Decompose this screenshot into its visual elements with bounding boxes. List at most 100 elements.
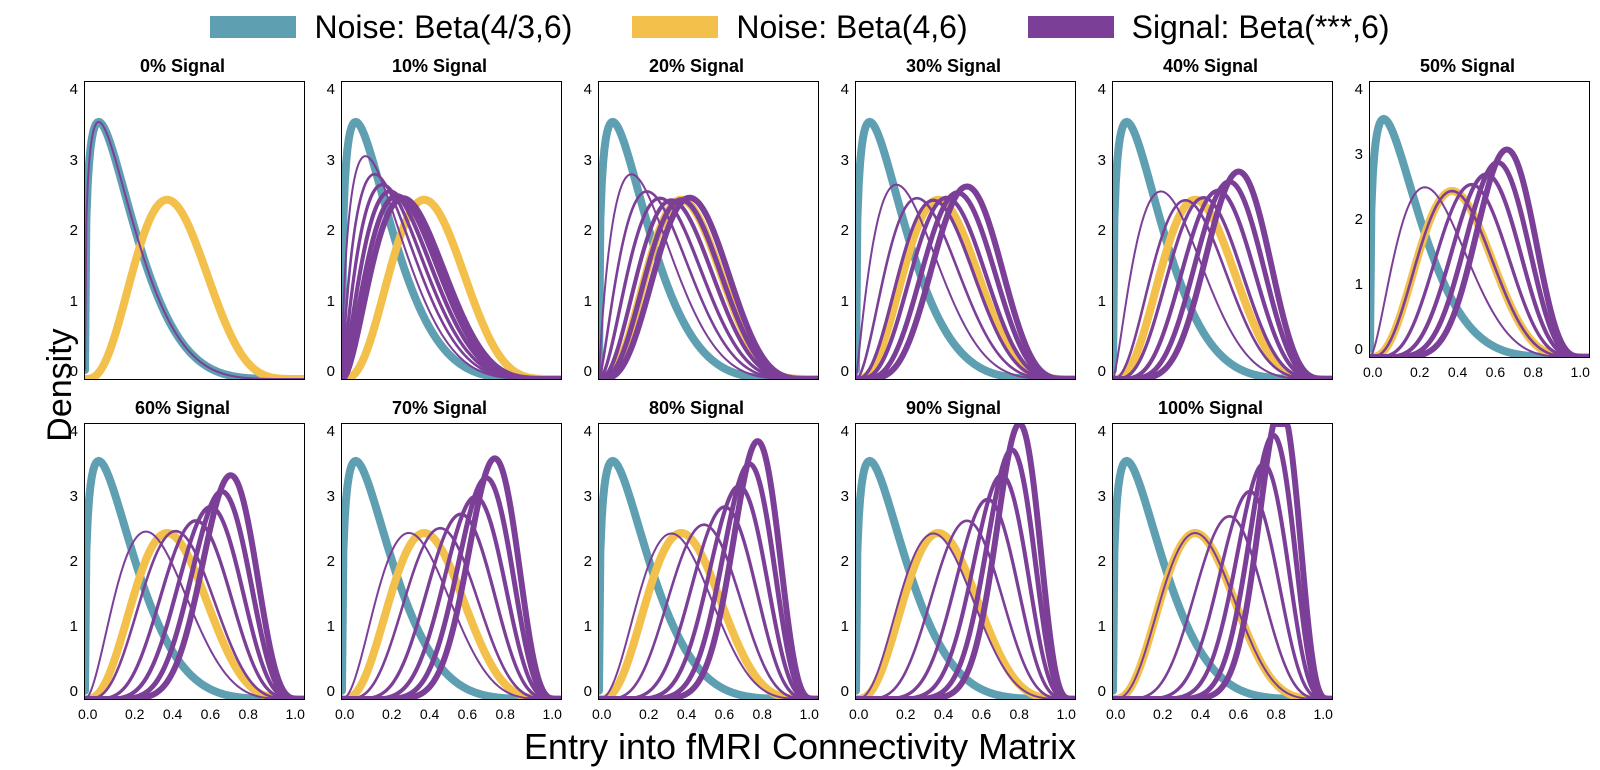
y-tick-label: 1: [317, 618, 335, 635]
plot-wrap: 43210: [1088, 423, 1333, 700]
x-tick-label: 0.0: [1363, 364, 1401, 380]
plot-box: [84, 423, 305, 700]
panel-title: 90% Signal: [831, 398, 1076, 419]
x-tick-label: 0.8: [229, 706, 267, 722]
x-tick-label: 0.8: [1514, 364, 1552, 380]
panel-5: 50% Signal432100.00.20.40.60.81.0: [1345, 56, 1590, 380]
legend-swatch-signal: [1028, 16, 1114, 38]
y-tick-labels: 43210: [1088, 81, 1112, 380]
y-tick-label: 3: [831, 488, 849, 505]
panel-0: 0% Signal432100.00.20.40.60.81.0: [60, 56, 305, 380]
legend-label-signal: Signal: Beta(***,6): [1132, 9, 1390, 46]
plot-wrap: 43210: [317, 81, 562, 380]
panel-title: 0% Signal: [60, 56, 305, 77]
x-tick-labels: 0.00.20.40.60.81.0: [317, 706, 562, 722]
x-tick-label: 0.2: [887, 706, 925, 722]
legend-swatch-noise-low: [210, 16, 296, 38]
y-tick-label: 2: [60, 222, 78, 239]
y-tick-label: 0: [60, 363, 78, 380]
plot-svg: [599, 82, 818, 379]
plot-box: [341, 423, 562, 700]
plot-wrap: 4 3 2 1 0: [831, 423, 1076, 700]
panel-grid: 0% Signal432100.00.20.40.60.81.010% Sign…: [60, 56, 1590, 722]
x-tick-label: 0.8: [1000, 706, 1038, 722]
y-tick-label: 1: [831, 618, 849, 635]
x-tick-label: 0.6: [1476, 364, 1514, 380]
y-tick-labels: 43210: [317, 423, 341, 700]
y-tick-label: 3: [1345, 146, 1363, 163]
x-tick-label: 0.0: [78, 706, 116, 722]
plot-wrap: 43210: [1088, 81, 1333, 380]
x-tick-label: 0.4: [925, 706, 963, 722]
y-tick-label: 1: [574, 293, 592, 310]
y-tick-label: 2: [60, 553, 78, 570]
panel-title: 60% Signal: [60, 398, 305, 419]
y-tick-labels: 43210: [317, 81, 341, 380]
y-tick-label: 0: [831, 683, 849, 700]
y-tick-label: 4: [574, 423, 592, 440]
x-tick-label: 0.8: [486, 706, 524, 722]
y-tick-label: 3: [1088, 152, 1106, 169]
x-tick-labels: 0.00.20.40.60.81.0: [60, 706, 305, 722]
panel-7: 70% Signal432100.00.20.40.60.81.0: [317, 398, 562, 722]
plot-box: [1369, 81, 1590, 358]
panel-10: 100% Signal 43210 0.00.20.40.60.81.0: [1088, 398, 1333, 722]
x-tick-labels: 0.00.20.40.60.81.0: [831, 706, 1076, 722]
x-tick-label: 0.0: [1106, 706, 1144, 722]
x-tick-label: 0.6: [1219, 706, 1257, 722]
y-tick-labels: 43210: [1345, 81, 1369, 358]
x-tick-label: 1.0: [267, 706, 305, 722]
panel-1: 10% Signal432100.00.20.40.60.81.0: [317, 56, 562, 380]
panel-title: 40% Signal: [1088, 56, 1333, 77]
figure-root: Noise: Beta(4/3,6) Noise: Beta(4,6) Sign…: [0, 0, 1600, 770]
x-tick-label: 1.0: [1295, 706, 1333, 722]
y-tick-labels: 43210: [831, 81, 855, 380]
legend-item-noise-low: Noise: Beta(4/3,6): [210, 9, 572, 46]
y-tick-label: 1: [1345, 276, 1363, 293]
panel-title: 70% Signal: [317, 398, 562, 419]
y-tick-label: 1: [317, 293, 335, 310]
x-tick-label: 0.4: [1182, 706, 1220, 722]
legend-item-noise-high: Noise: Beta(4,6): [632, 9, 967, 46]
x-tick-label: 0.2: [1401, 364, 1439, 380]
plot-box: [598, 423, 819, 700]
y-tick-label: 2: [574, 222, 592, 239]
plot-svg: [1113, 82, 1332, 379]
y-tick-label: 1: [831, 293, 849, 310]
y-tick-label: 0: [1088, 683, 1106, 700]
y-tick-label: 1: [1088, 293, 1106, 310]
y-tick-label: 3: [831, 152, 849, 169]
y-tick-label: 4: [831, 423, 849, 440]
panel-6: 60% Signal 43210 0.00.20.40.60.81.0: [60, 398, 305, 722]
y-tick-label: 1: [60, 293, 78, 310]
panel-title: 100% Signal: [1088, 398, 1333, 419]
y-tick-label: 0: [317, 683, 335, 700]
y-tick-label: 3: [317, 152, 335, 169]
x-tick-label: 0.2: [1144, 706, 1182, 722]
y-tick-label: 2: [831, 553, 849, 570]
y-tick-label: 4: [1345, 81, 1363, 98]
x-tick-label: 0.4: [154, 706, 192, 722]
panel-2: 20% Signal432100.00.20.40.60.81.0: [574, 56, 819, 380]
y-tick-labels: 43210: [60, 423, 84, 700]
y-tick-label: 4: [317, 81, 335, 98]
plot-box: [341, 81, 562, 380]
y-tick-label: 2: [1088, 553, 1106, 570]
x-tick-label: 1.0: [524, 706, 562, 722]
plot-svg: [856, 82, 1075, 379]
y-tick-label: 4: [831, 81, 849, 98]
y-tick-label: 0: [574, 683, 592, 700]
legend-swatch-noise-high: [632, 16, 718, 38]
y-tick-label: 4: [60, 81, 78, 98]
panel-3: 30% Signal432100.00.20.40.60.81.0: [831, 56, 1076, 380]
x-tick-labels: 0.00.20.40.60.81.0: [1088, 706, 1333, 722]
plot-svg: [342, 424, 561, 699]
plot-box: [1112, 423, 1333, 700]
x-tick-label: 0.4: [1439, 364, 1477, 380]
y-tick-label: 3: [574, 488, 592, 505]
x-tick-label: 0.4: [668, 706, 706, 722]
panel-9: 90% Signal 4 3 2 1 0 0.00.20.40.60.81.0: [831, 398, 1076, 722]
plot-svg: [856, 424, 1075, 699]
y-tick-label: 0: [60, 683, 78, 700]
x-tick-label: 0.4: [411, 706, 449, 722]
